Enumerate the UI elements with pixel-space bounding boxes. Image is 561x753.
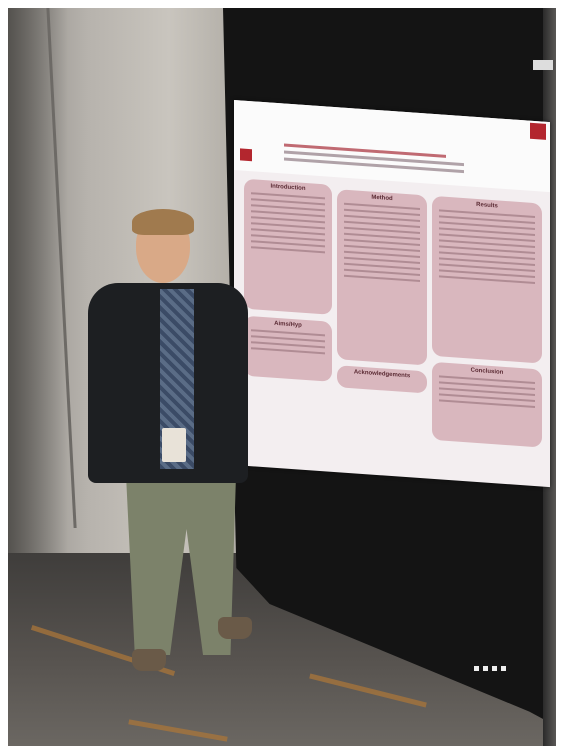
shoe-right — [218, 617, 252, 639]
person — [78, 209, 278, 703]
coffee-cup — [162, 428, 186, 462]
section-title: Introduction — [270, 183, 306, 192]
poster-logo-right — [530, 122, 546, 140]
poster-logo-left — [240, 148, 252, 162]
poster-title-block — [284, 143, 464, 177]
shoe-left — [132, 649, 166, 671]
poster-section-conclusion: Conclusion — [432, 361, 542, 448]
poster-section-acknowledgements: Acknowledgements — [337, 365, 427, 394]
photo-scene: Introduction Method Results Aims/Hyp Ack… — [8, 8, 556, 746]
poster-section-method: Method — [337, 189, 427, 366]
research-poster: Introduction Method Results Aims/Hyp Ack… — [234, 100, 550, 488]
hair — [132, 209, 194, 235]
wall-shadow — [8, 8, 68, 568]
board-dots — [474, 658, 510, 676]
poster-section-results: Results — [432, 195, 542, 364]
board-tag — [533, 60, 553, 70]
section-title: Acknowledgements — [353, 369, 411, 380]
